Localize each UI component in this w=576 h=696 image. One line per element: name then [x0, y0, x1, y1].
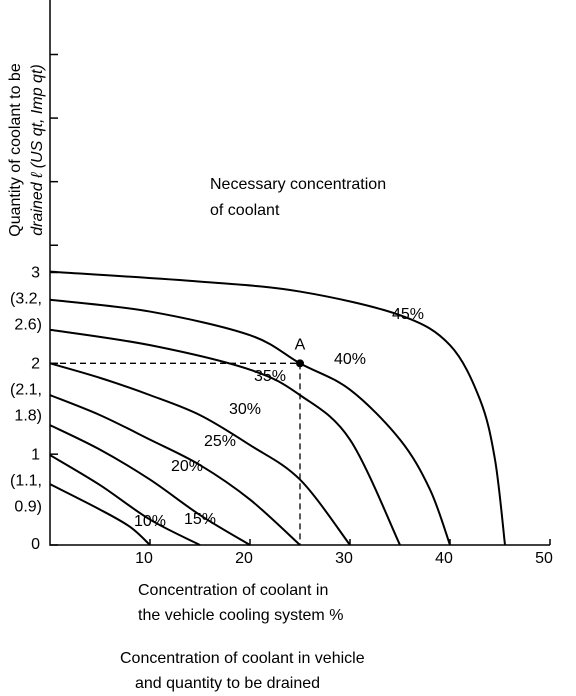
x-tick-label: 50: [535, 550, 553, 567]
series-label: 20%: [171, 458, 203, 475]
y-tick-label: (1.1,: [10, 472, 42, 489]
curve: [49, 298, 451, 546]
y-axis-label: Quantity of coolant to be: [7, 63, 24, 237]
series-label: 40%: [334, 351, 366, 368]
y-tick-label: (3.2,: [10, 291, 42, 308]
x-tick-label: 10: [135, 550, 153, 567]
curve: [49, 394, 301, 546]
y-tick-label: (2.1,: [10, 382, 42, 399]
y-tick-label: 3: [31, 265, 40, 282]
annotation: Necessary concentration: [210, 176, 386, 193]
series-label: 25%: [204, 433, 236, 450]
series-label: 10%: [134, 513, 166, 530]
y-tick-label: 0.9): [14, 498, 42, 515]
curve: [49, 270, 506, 546]
series-label: 15%: [184, 511, 216, 528]
annotation: of coolant: [210, 202, 280, 219]
series-label: 30%: [229, 401, 261, 418]
point-a: [296, 359, 304, 368]
y-tick-label: 2.6): [14, 317, 42, 334]
x-axis-label: the vehicle cooling system %: [138, 607, 343, 624]
y-tick-label: 0: [31, 536, 40, 553]
point-label: A: [295, 337, 306, 354]
series-label: 35%: [254, 368, 286, 385]
y-tick-label: 1.8): [14, 408, 42, 425]
series-label: 45%: [392, 306, 424, 323]
x-tick-label: 30: [335, 550, 353, 567]
y-axis-label: drained ℓ (US qt, Imp qt): [29, 64, 46, 235]
x-tick-label: 40: [435, 550, 453, 567]
curve: [49, 424, 251, 546]
curve: [49, 362, 351, 546]
curve: [49, 454, 201, 546]
caption: and quantity to be drained: [135, 675, 320, 692]
curve: [49, 483, 151, 546]
x-axis-label: Concentration of coolant in: [138, 582, 328, 599]
y-tick-label: 2: [31, 356, 40, 373]
caption: Concentration of coolant in vehicle: [120, 650, 365, 667]
curve: [49, 328, 401, 546]
x-tick-label: 20: [235, 550, 253, 567]
guide-line: [50, 362, 301, 545]
y-tick-label: 1: [31, 446, 40, 463]
